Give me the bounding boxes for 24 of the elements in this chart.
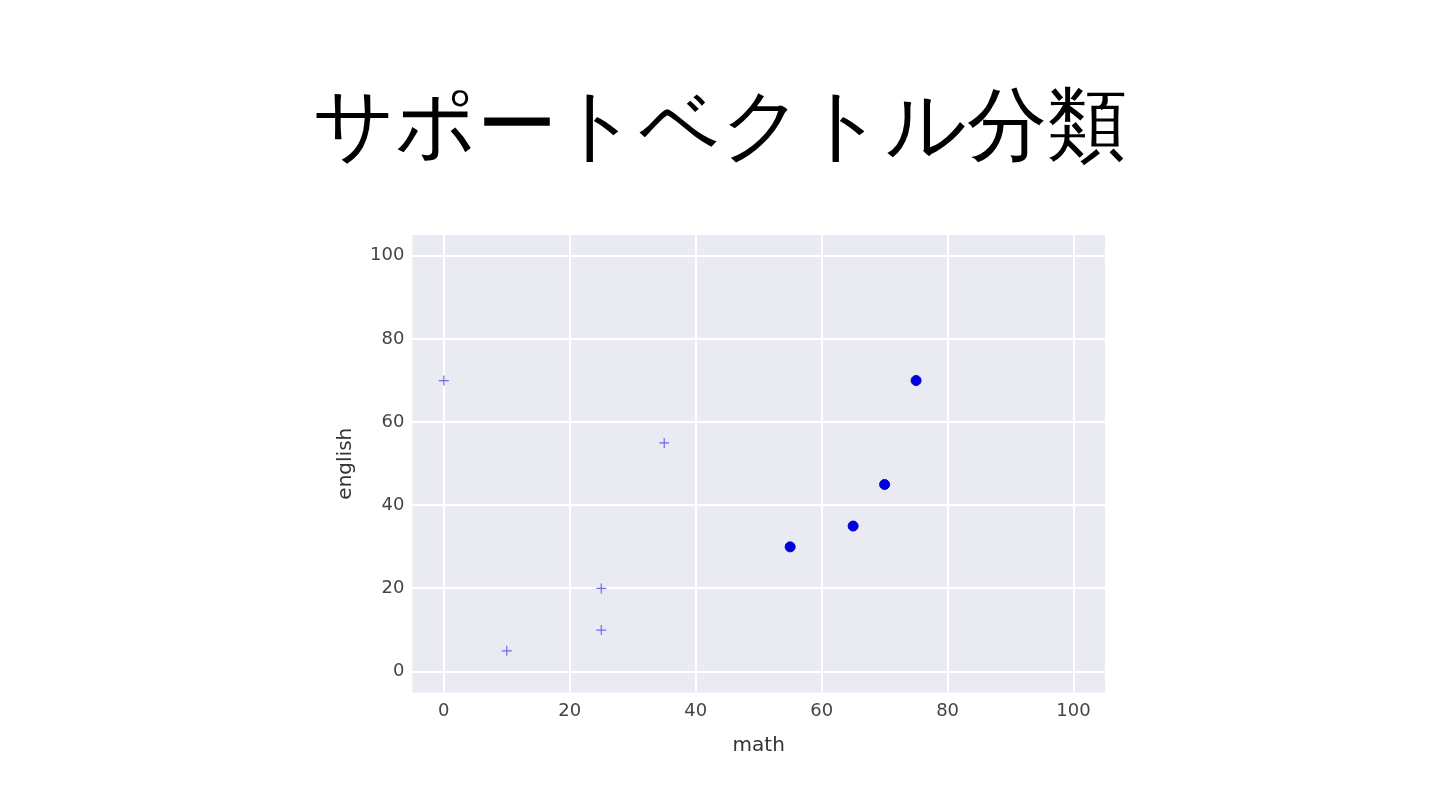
point	[438, 374, 450, 387]
point	[501, 645, 513, 657]
point	[784, 541, 796, 553]
point	[595, 624, 607, 636]
x-tick-label: 20	[558, 698, 582, 720]
point	[658, 437, 670, 449]
y-tick-label: 0	[392, 659, 405, 681]
chart-title: サポートベクトル分類	[312, 77, 1128, 173]
point	[847, 520, 859, 532]
x-tick-label: 40	[684, 698, 708, 720]
x-tick-label: 80	[936, 698, 960, 720]
y-axis-title: english	[332, 427, 357, 500]
x-axis-title: math	[732, 732, 785, 757]
x-tick-label: 60	[810, 698, 834, 720]
point	[879, 478, 891, 490]
y-tick-label: 60	[381, 409, 405, 431]
y-tick-label: 100	[370, 243, 405, 265]
x-tick-label: 0	[438, 698, 450, 720]
point	[595, 582, 607, 595]
point	[910, 375, 922, 387]
y-tick-label: 40	[381, 492, 405, 514]
y-tick-label: 80	[381, 326, 405, 348]
y-tick-label: 20	[381, 576, 405, 598]
x-tick-label: 100	[1056, 698, 1091, 720]
